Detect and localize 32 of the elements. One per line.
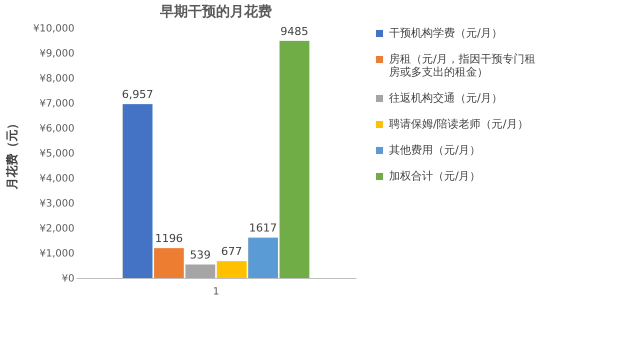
x-tick-label: 1 [212, 286, 220, 298]
bar [248, 238, 278, 278]
bar [122, 104, 152, 278]
legend-label: 聘请保姆/陪读老师（元/月） [389, 118, 528, 130]
y-tick-label: ¥9,000 [40, 48, 74, 60]
legend-label: 房租（元/月，指因干预专门租房或多支出的租金） [389, 52, 536, 78]
data-label: 1617 [249, 222, 278, 235]
y-tick-label: ¥7,000 [40, 98, 74, 110]
legend-label: 往返机构交通（元/月） [389, 92, 503, 104]
legend-label: 干预机构学费（元/月） [389, 26, 503, 40]
data-label: 9485 [280, 24, 308, 38]
bar [185, 264, 216, 278]
data-label: 1196 [154, 232, 183, 246]
bar [280, 40, 310, 278]
legend-label: 加权合计（元/月） [389, 170, 481, 182]
data-label: 6,957 [122, 88, 154, 102]
y-tick-label: ¥5,000 [40, 148, 74, 160]
y-tick-label: ¥10,000 [33, 24, 74, 34]
y-tick-label: ¥8,000 [40, 74, 74, 84]
bar [216, 261, 247, 278]
y-tick-label: ¥0 [62, 274, 74, 284]
data-label: 677 [221, 245, 242, 258]
y-axis-title: 月花费（元） [5, 118, 20, 190]
bar [154, 248, 184, 278]
legend-label: 其他费用（元/月） [389, 144, 481, 156]
chart-title: 早期干预的月花费 [159, 4, 272, 20]
data-label: 539 [190, 248, 211, 262]
y-tick-label: ¥3,000 [40, 198, 74, 210]
y-tick-label: ¥6,000 [40, 124, 74, 134]
y-tick-label: ¥2,000 [40, 224, 74, 234]
y-tick-label: ¥1,000 [40, 248, 74, 260]
y-tick-label: ¥4,000 [40, 174, 74, 184]
